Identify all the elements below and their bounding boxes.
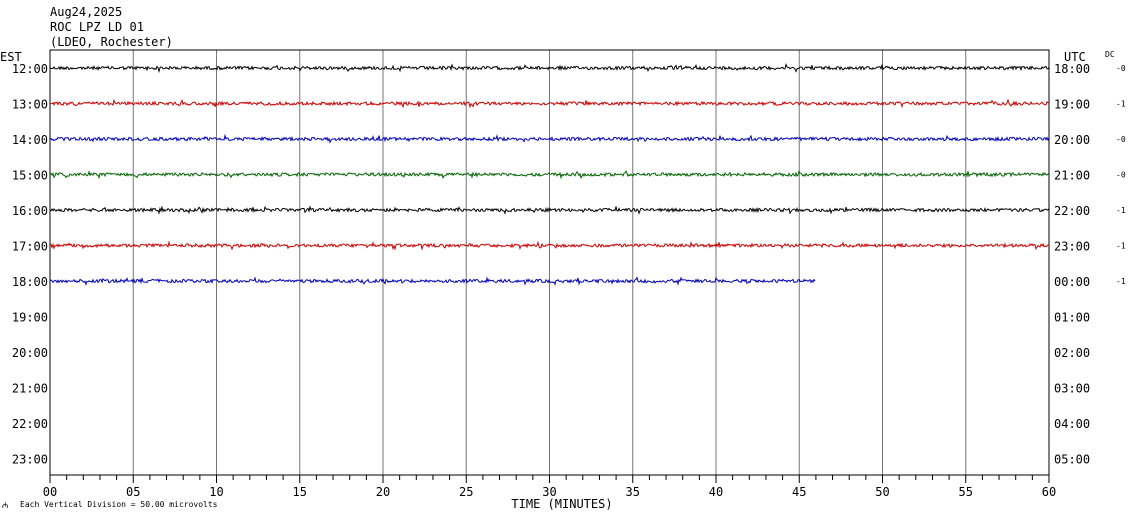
x-tick-label: 55 (959, 485, 973, 499)
x-tick-label: 45 (792, 485, 806, 499)
est-hour-label: 23:00 (12, 453, 48, 467)
x-tick-label: 50 (875, 485, 889, 499)
seismic-trace (49, 240, 1050, 251)
x-axis-label: TIME (MINUTES) (511, 497, 612, 511)
est-hour-label: 21:00 (12, 382, 48, 396)
dc-offset-label: -0 (1116, 135, 1126, 144)
utc-hour-label: 01:00 (1054, 311, 1090, 325)
est-hour-label: 13:00 (12, 98, 48, 112)
est-hour-label: 17:00 (12, 240, 48, 254)
utc-hour-label: 00:00 (1054, 275, 1090, 289)
utc-hour-label: 20:00 (1054, 133, 1090, 147)
utc-hour-label: 21:00 (1054, 169, 1090, 183)
dc-offset-label: -1 (1116, 100, 1126, 109)
date-label: Aug24,2025 (50, 5, 122, 19)
est-hour-label: 18:00 (12, 275, 48, 289)
x-tick-label: 20 (376, 485, 390, 499)
est-hour-label: 20:00 (12, 346, 48, 360)
dc-offset-label: -0 (1116, 64, 1126, 73)
utc-hour-label: 19:00 (1054, 98, 1090, 112)
dc-offset-label: -1 (1116, 206, 1126, 215)
est-hour-label: 16:00 (12, 204, 48, 218)
utc-hour-label: 05:00 (1054, 453, 1090, 467)
seismic-trace (49, 169, 1050, 180)
x-tick-label: 35 (626, 485, 640, 499)
x-tick-label: 60 (1042, 485, 1056, 499)
x-tick-label: 15 (293, 485, 307, 499)
utc-axis-title: UTC (1064, 50, 1086, 64)
x-tick-label: 40 (709, 485, 723, 499)
row-labels: 12:00 18:00 -0 13:00 19:00 -1 14:00 20:00 -0 15:0… (12, 62, 1126, 467)
x-tick-label: 00 (43, 485, 57, 499)
x-axis-ticks: 00 05 10 15 20 25 30 35 40 45 50 55 60 (43, 475, 1056, 499)
dc-offset-label: -1 (1116, 242, 1126, 251)
utc-hour-label: 22:00 (1054, 204, 1090, 218)
dc-offset-label: -1 (1116, 277, 1126, 286)
est-axis-title: EST (0, 50, 22, 64)
dc-axis-title: DC (1105, 50, 1115, 59)
est-hour-label: 19:00 (12, 311, 48, 325)
utc-hour-label: 18:00 (1054, 62, 1090, 76)
utc-hour-label: 23:00 (1054, 240, 1090, 254)
scale-note: Each Vertical Division = 50.00 microvolt… (20, 500, 218, 509)
x-tick-label: 10 (209, 485, 223, 499)
utc-hour-label: 04:00 (1054, 417, 1090, 431)
network-label: (LDEO, Rochester) (50, 35, 173, 49)
utc-hour-label: 02:00 (1054, 346, 1090, 360)
vertical-gridlines (132, 50, 967, 475)
seismic-trace (49, 276, 816, 287)
seismic-trace (49, 133, 1050, 144)
scale-icon: ₼ (2, 501, 8, 510)
seismic-traces (49, 62, 1050, 287)
utc-hour-label: 03:00 (1054, 382, 1090, 396)
x-tick-label: 05 (126, 485, 140, 499)
est-hour-label: 12:00 (12, 62, 48, 76)
est-hour-label: 15:00 (12, 169, 48, 183)
seismic-trace (49, 62, 1050, 74)
seismic-trace (49, 205, 1050, 215)
station-label: ROC LPZ LD 01 (50, 20, 144, 34)
est-hour-label: 22:00 (12, 417, 48, 431)
x-tick-label: 30 (542, 485, 556, 499)
seismic-trace (49, 98, 1050, 109)
est-hour-label: 14:00 (12, 133, 48, 147)
x-tick-label: 25 (459, 485, 473, 499)
dc-offset-label: -0 (1116, 171, 1126, 180)
